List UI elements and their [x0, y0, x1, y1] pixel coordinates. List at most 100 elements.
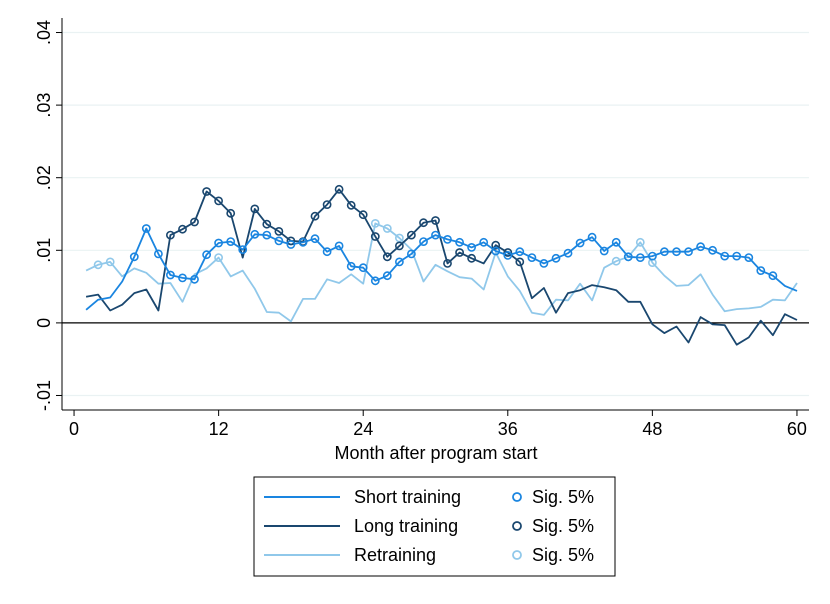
- sig-marker-short-training: [310, 234, 320, 244]
- sig-marker-short-training: [684, 247, 693, 257]
- sig-marker-short-training: [238, 245, 248, 254]
- x-axis-label: Month after program start: [334, 443, 537, 463]
- sig-marker-short-training: [431, 230, 440, 240]
- legend-marker-short: [512, 492, 522, 502]
- sig-marker-short-training: [515, 247, 525, 257]
- sig-marker-short-training: [165, 270, 175, 280]
- sig-marker-short-training: [443, 234, 452, 244]
- sig-marker-short-training: [141, 224, 151, 233]
- sig-marker-short-training: [370, 276, 380, 286]
- sig-marker-short-training: [768, 271, 778, 281]
- sig-marker-short-training: [551, 253, 561, 263]
- sig-marker-short-training: [744, 253, 754, 262]
- legend-label-long: Long training: [354, 516, 458, 536]
- sig-marker-retraining: [370, 218, 380, 228]
- x-ticks: 0 12 24 36 48 60: [69, 410, 807, 439]
- sig-marker-short-training: [623, 252, 633, 262]
- sig-marker-short-training: [202, 250, 211, 260]
- legend-sig-retraining: Sig. 5%: [532, 545, 594, 565]
- sig-marker-short-training: [599, 246, 609, 256]
- sig-marker-long-training: [503, 248, 513, 257]
- sig-marker-short-training: [708, 245, 717, 255]
- sig-marker-short-training: [611, 237, 621, 247]
- sig-marker-long-training: [370, 232, 380, 241]
- sig-marker-short-training: [358, 263, 368, 273]
- legend-label-retraining: Retraining: [354, 545, 436, 565]
- sig-marker-short-training: [467, 242, 476, 252]
- sig-marker-long-training: [394, 241, 404, 251]
- legend: Short training Long training Retraining …: [253, 476, 616, 577]
- sig-marker-short-training: [696, 242, 705, 252]
- sig-marker-short-training: [672, 247, 681, 257]
- sig-marker-short-training: [563, 248, 573, 258]
- sig-marker-short-training: [153, 249, 163, 259]
- sig-marker-short-training: [503, 250, 513, 260]
- sig-marker-short-training: [587, 232, 597, 242]
- sig-marker-long-training: [250, 204, 260, 214]
- y-tick-label: -.01: [34, 380, 54, 411]
- sig-marker-short-training: [334, 241, 344, 251]
- y-ticks: -.01 0 .01 .02 .03 .04: [34, 20, 62, 411]
- sig-marker-short-training: [322, 247, 332, 257]
- legend-sig-short: Sig. 5%: [532, 487, 594, 507]
- sig-marker-short-training: [214, 238, 223, 248]
- sig-marker-long-training: [406, 230, 416, 240]
- sig-marker-long-training: [346, 200, 356, 210]
- sig-marker-short-training: [250, 229, 260, 239]
- series-lines: [85, 188, 798, 346]
- sig-marker-long-training: [190, 217, 199, 227]
- sig-marker-long-training: [443, 258, 452, 268]
- sig-marker-short-training: [455, 237, 464, 247]
- sig-marker-long-training: [286, 236, 296, 246]
- sig-marker-long-training: [262, 219, 272, 229]
- sig-marker-long-training: [202, 187, 211, 196]
- sig-marker-long-training: [455, 248, 464, 257]
- x-tick-label: 48: [642, 419, 662, 439]
- sig-marker-short-training: [382, 271, 392, 281]
- sig-marker-retraining: [611, 256, 621, 266]
- sig-marker-short-training: [479, 237, 489, 247]
- sig-marker-short-training: [720, 251, 730, 261]
- sig-marker-short-training: [406, 249, 416, 259]
- sig-marker-short-training: [648, 251, 657, 261]
- sig-marker-short-training: [190, 274, 199, 284]
- sig-marker-retraining: [105, 257, 115, 267]
- sig-marker-short-training: [346, 261, 356, 271]
- series-line-long-training: [85, 188, 798, 346]
- series-line-short-training: [85, 227, 798, 311]
- sig-marker-long-training: [310, 211, 320, 221]
- sig-marker-retraining: [635, 237, 645, 247]
- sig-marker-retraining: [214, 253, 223, 262]
- x-tick-label: 12: [209, 419, 229, 439]
- sig-marker-short-training: [226, 237, 236, 246]
- legend-marker-retraining: [512, 550, 522, 560]
- sig-marker-long-training: [358, 210, 368, 220]
- y-tick-label: .03: [34, 93, 54, 118]
- sig-marker-short-training: [756, 266, 766, 275]
- grid-lines: [62, 31, 809, 397]
- sig-marker-long-training: [322, 200, 332, 209]
- series-markers: [93, 184, 778, 286]
- sig-marker-long-training: [382, 252, 392, 262]
- sig-marker-short-training: [539, 258, 549, 268]
- sig-marker-short-training: [262, 230, 272, 240]
- sig-marker-short-training: [274, 236, 284, 246]
- series-line-retraining: [85, 222, 798, 323]
- sig-marker-long-training: [178, 224, 187, 234]
- sig-marker-long-training: [515, 257, 525, 267]
- legend-marker-long: [512, 521, 522, 531]
- sig-marker-short-training: [575, 238, 585, 248]
- sig-marker-long-training: [274, 226, 284, 236]
- x-tick-label: 60: [787, 419, 807, 439]
- sig-marker-long-training: [165, 230, 175, 240]
- legend-label-short: Short training: [354, 487, 461, 507]
- sig-marker-short-training: [129, 252, 139, 262]
- sig-marker-short-training: [394, 257, 404, 267]
- x-tick-label: 0: [69, 419, 79, 439]
- x-tick-label: 24: [353, 419, 373, 439]
- sig-marker-short-training: [491, 246, 501, 256]
- sig-marker-short-training: [286, 240, 296, 249]
- sig-marker-short-training: [527, 253, 537, 262]
- axes: [61, 18, 809, 411]
